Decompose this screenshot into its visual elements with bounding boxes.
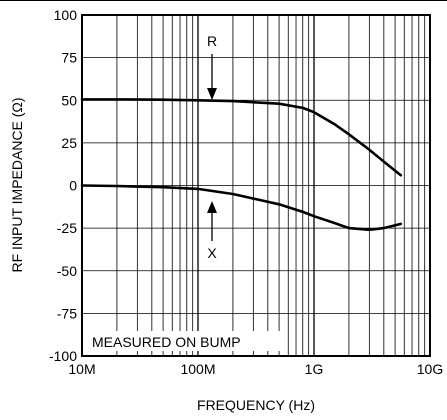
x-tick-label: 10G bbox=[417, 361, 443, 377]
y-tick-label: -75 bbox=[57, 305, 77, 321]
y-axis-label: RF INPUT IMPEDANCE (Ω) bbox=[9, 97, 25, 272]
y-tick-label: -100 bbox=[49, 348, 77, 364]
r-arrow-head bbox=[207, 88, 217, 100]
r-label: R bbox=[207, 33, 217, 49]
x-tick-labels: 10M 100M 1G 10G bbox=[68, 361, 443, 377]
x-tick-label: 1G bbox=[305, 361, 324, 377]
grid bbox=[82, 15, 430, 356]
y-tick-labels: 100 75 50 25 0 -25 -50 -75 -100 bbox=[49, 7, 77, 364]
annotation-x: X bbox=[207, 201, 217, 261]
y-tick-label: 100 bbox=[54, 7, 78, 23]
x-tick-label: 100M bbox=[180, 361, 215, 377]
x-label: X bbox=[207, 245, 217, 261]
top-rule bbox=[0, 0, 447, 1]
y-tick-label: 75 bbox=[61, 50, 77, 66]
measured-note: MEASURED ON BUMP bbox=[92, 334, 241, 350]
x-axis-label: FREQUENCY (Hz) bbox=[197, 397, 315, 413]
x-arrow-head bbox=[207, 201, 217, 213]
y-tick-label: 0 bbox=[69, 178, 77, 194]
y-tick-label: 50 bbox=[61, 92, 77, 108]
series-line-x bbox=[80, 184, 403, 232]
note-box bbox=[86, 331, 281, 351]
series-lines bbox=[80, 98, 403, 232]
y-tick-label: -25 bbox=[57, 220, 77, 236]
x-tick-label: 10M bbox=[68, 361, 95, 377]
y-tick-label: 25 bbox=[61, 135, 77, 151]
series-line-r bbox=[80, 98, 403, 177]
annotation-r: R bbox=[207, 33, 217, 100]
y-tick-label: -50 bbox=[57, 263, 77, 279]
